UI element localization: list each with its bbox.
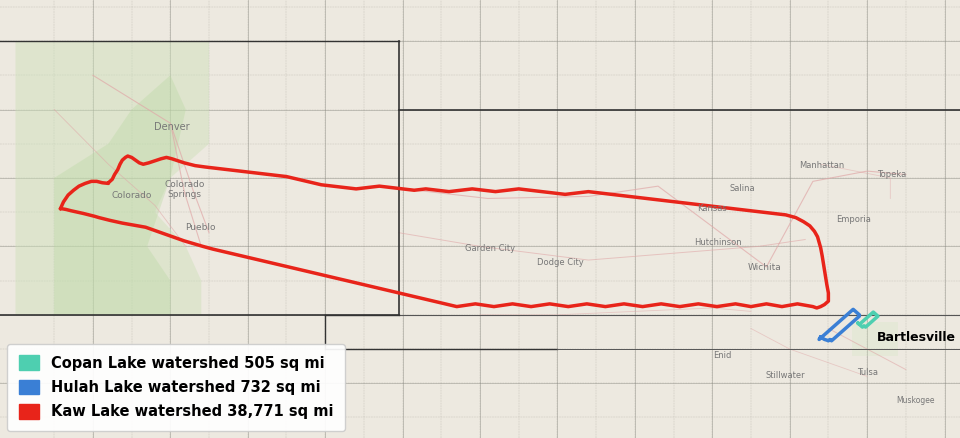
Polygon shape — [852, 321, 898, 356]
Text: Topeka: Topeka — [877, 170, 906, 179]
Text: Bartlesville: Bartlesville — [876, 331, 955, 344]
Text: Pueblo: Pueblo — [185, 223, 216, 233]
Text: Garden City: Garden City — [465, 244, 516, 253]
Text: Stillwater: Stillwater — [766, 371, 805, 380]
Text: Denver: Denver — [154, 122, 190, 132]
Text: Salina: Salina — [730, 184, 756, 194]
Text: Kansas: Kansas — [697, 204, 727, 213]
Text: Tulsa: Tulsa — [857, 368, 878, 378]
Text: Colorado: Colorado — [111, 191, 152, 200]
Text: Enid: Enid — [713, 351, 732, 360]
Text: Manhattan: Manhattan — [800, 161, 845, 170]
Text: Wichita: Wichita — [747, 263, 781, 272]
Text: Emporia: Emporia — [836, 215, 871, 223]
Text: Colorado
Springs: Colorado Springs — [164, 180, 204, 199]
Text: Dodge City: Dodge City — [538, 258, 584, 267]
Legend: Copan Lake watershed 505 sq mi, Hulah Lake watershed 732 sq mi, Kaw Lake watersh: Copan Lake watershed 505 sq mi, Hulah La… — [8, 344, 346, 431]
Polygon shape — [15, 41, 209, 315]
Text: Hutchinson: Hutchinson — [694, 238, 741, 247]
Text: Muskogee: Muskogee — [897, 396, 935, 405]
Polygon shape — [54, 75, 186, 315]
